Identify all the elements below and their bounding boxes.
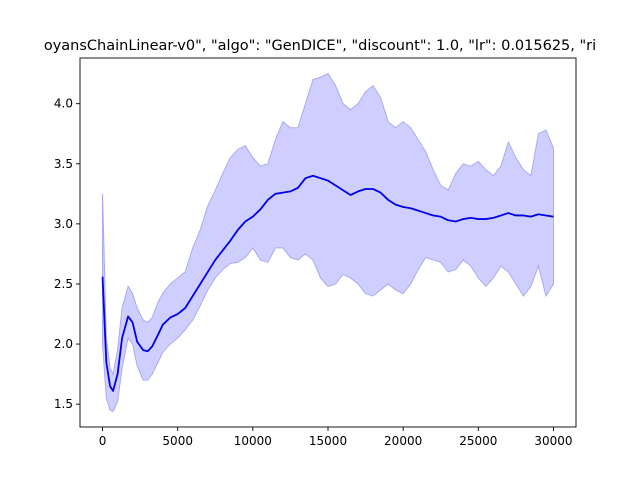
chart-title: oyansChainLinear-v0", "algo": "GenDICE",… — [44, 38, 596, 54]
x-tick-label: 10000 — [234, 434, 272, 448]
y-axis: 1.5 2.0 2.5 3.0 3.5 4.0 — [54, 97, 80, 411]
x-axis: 0 5000 10000 15000 20000 25000 30000 — [99, 427, 573, 448]
y-tick-label: 1.5 — [54, 397, 73, 411]
y-tick-label: 3.0 — [54, 217, 73, 231]
confidence-band — [102, 72, 554, 413]
y-tick-label: 2.5 — [54, 277, 73, 291]
y-tick-label: 4.0 — [54, 97, 73, 111]
confidence-band-layer — [102, 72, 554, 413]
x-tick-label: 30000 — [534, 434, 572, 448]
mean-line-layer — [101, 174, 554, 392]
x-tick-label: 0 — [99, 434, 107, 448]
x-tick-label: 20000 — [384, 434, 422, 448]
x-tick-label: 5000 — [162, 434, 193, 448]
x-tick-label: 15000 — [309, 434, 347, 448]
mean-line — [101, 174, 554, 392]
y-tick-label: 2.0 — [54, 337, 73, 351]
x-tick-label: 25000 — [459, 434, 497, 448]
y-tick-label: 3.5 — [54, 157, 73, 171]
